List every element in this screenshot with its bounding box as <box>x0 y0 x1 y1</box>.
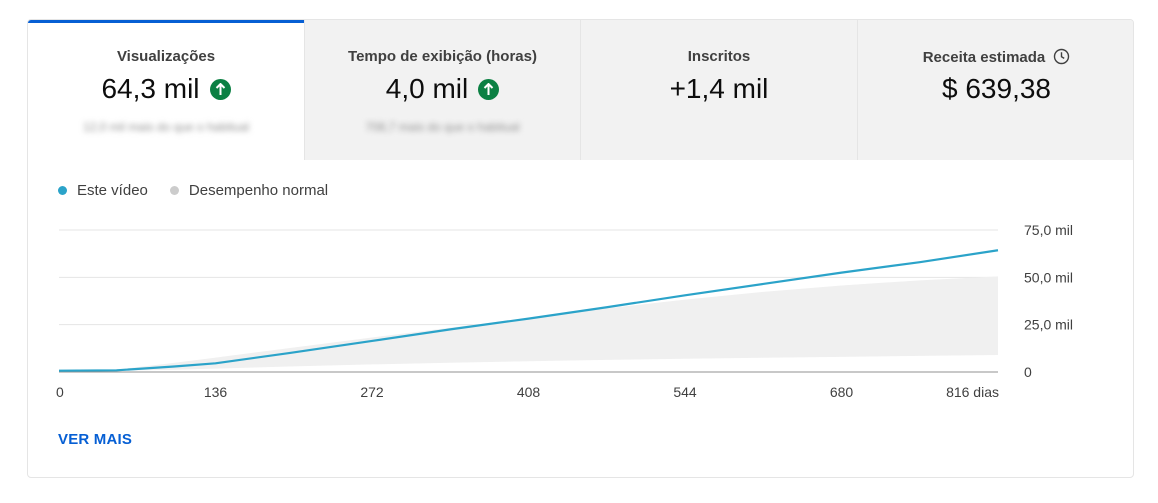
tab-visualizacoes[interactable]: Visualizações 64,3 mil 12,0 mil mais do … <box>28 20 304 160</box>
legend-item-este-video[interactable]: Este vídeo <box>58 182 148 199</box>
tab-inscritos[interactable]: Inscritos +1,4 mil <box>580 20 857 160</box>
tab-title: Inscritos <box>687 48 751 65</box>
tab-receita-estimada[interactable]: Receita estimada $ 639,38 <box>857 20 1133 160</box>
legend-label: Este vídeo <box>77 182 148 199</box>
x-tick-label: 0 <box>56 384 64 400</box>
tab-subtitle: 12,0 mil mais do que o habitual <box>82 120 250 134</box>
normal-performance-band <box>59 276 998 372</box>
legend-dot <box>58 186 67 195</box>
tab-value: 64,3 mil <box>101 73 200 104</box>
y-tick-label: 50,0 mil <box>1024 269 1073 285</box>
tab-value: $ 639,38 <box>942 73 1051 104</box>
x-tick-label: 816 dias <box>946 384 999 400</box>
legend-dot <box>169 186 179 195</box>
tab-title: Receita estimada <box>922 49 1046 66</box>
y-tick-label: 75,0 mil <box>1024 222 1073 238</box>
y-tick-label: 25,0 mil <box>1024 317 1073 333</box>
arrow-up-icon <box>209 78 231 100</box>
line-chart: 0 25,0 mil 50,0 mil 75,0 mil 0 136 272 408 544 68… <box>56 222 1073 400</box>
tab-value-row: 64,3 mil <box>28 73 304 105</box>
x-tick-label: 272 <box>360 384 384 400</box>
tab-title-row: Receita estimada <box>858 48 1133 69</box>
x-tick-label: 408 <box>517 384 541 400</box>
tab-title: Visualizações <box>116 48 216 65</box>
chart-legend: Este vídeo Desempenho normal <box>58 182 350 199</box>
x-tick-label: 136 <box>204 384 228 400</box>
x-tick-label: 680 <box>830 384 854 400</box>
tab-value-row: +1,4 mil <box>581 73 857 105</box>
tab-value: +1,4 mil <box>669 73 769 104</box>
tab-title: Tempo de exibição (horas) <box>348 48 537 65</box>
analytics-card: Visualizações 64,3 mil 12,0 mil mais do … <box>27 19 1134 478</box>
metric-tabs: Visualizações 64,3 mil 12,0 mil mais do … <box>28 20 1133 160</box>
series-line-este-video <box>58 249 999 372</box>
legend-item-desempenho-normal[interactable]: Desempenho normal <box>169 182 329 199</box>
tab-value-row: $ 639,38 <box>858 73 1133 105</box>
tab-tempo-de-exibicao[interactable]: Tempo de exibição (horas) 4,0 mil 708,7 … <box>304 20 580 160</box>
tab-value-row: 4,0 mil <box>305 73 580 105</box>
x-tick-label: 544 <box>673 384 697 400</box>
ver-mais-link[interactable]: VER MAIS <box>58 431 133 448</box>
tab-subtitle: 708,7 mais do que o habitual <box>365 120 520 134</box>
arrow-up-icon <box>478 78 500 100</box>
legend-label: Desempenho normal <box>188 182 329 199</box>
clock-icon[interactable] <box>1053 48 1070 69</box>
tab-value: 4,0 mil <box>385 73 469 104</box>
y-tick-label: 0 <box>1024 364 1032 380</box>
